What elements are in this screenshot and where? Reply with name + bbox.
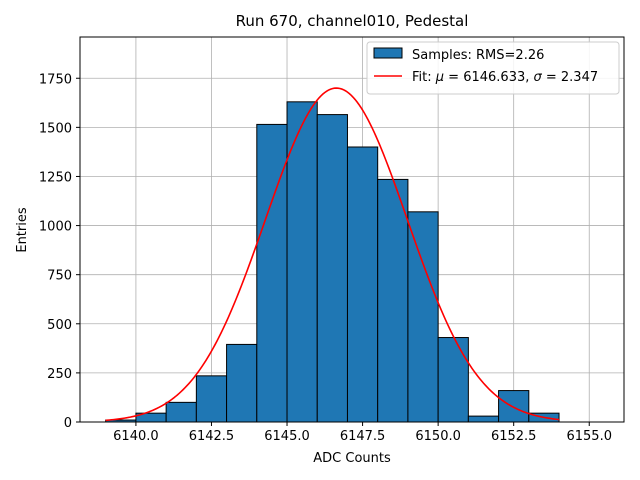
- histogram-bar-8: [346, 146, 379, 423]
- histogram-bar-2: [165, 401, 197, 423]
- y-tick-label-5: 1250: [39, 170, 72, 185]
- fit-curve: [105, 87, 560, 422]
- x-axis-label: ADC Counts: [313, 451, 391, 466]
- y-tick-label-4: 1000: [39, 220, 72, 235]
- legend-box: [366, 41, 620, 95]
- legend-fit-mu-symbol: μ: [435, 70, 444, 85]
- x-axis-ticks: 6140.0 6142.5 6145.0 6147.5 6150.0 6152.5 6155…: [113, 422, 612, 444]
- histogram-bar-12: [467, 415, 500, 423]
- legend-histogram-swatch: [373, 47, 403, 59]
- histogram-bar-5: [256, 123, 288, 423]
- legend: Samples: RMS=2.26 Fit: μ = 6146.633, σ =…: [366, 41, 620, 95]
- histogram-bar-9: [377, 178, 409, 423]
- x-tick-label-5: 6152.5: [491, 429, 537, 444]
- legend-fit-sigma-value: = 2.347: [542, 70, 598, 85]
- x-tick-label-1: 6142.5: [189, 429, 235, 444]
- y-tick-label-2: 500: [47, 318, 72, 333]
- histogram-bar-13: [498, 390, 530, 423]
- legend-fit-prefix: Fit:: [412, 70, 436, 85]
- x-tick-label-4: 6150.0: [415, 429, 461, 444]
- legend-histogram-label: Samples: RMS=2.26: [412, 48, 544, 63]
- y-axis-ticks: 0 250 500 750 1000 1250 1500 1750: [39, 72, 80, 431]
- histogram-bar-7: [316, 114, 348, 423]
- y-tick-label-3: 750: [47, 269, 72, 284]
- histogram-bar-11: [437, 337, 469, 423]
- histogram-bar-4: [226, 343, 258, 423]
- y-tick-label-6: 1500: [39, 121, 72, 136]
- legend-fit-label: Fit: μ = 6146.633, σ = 2.347: [412, 70, 598, 85]
- x-tick-label-3: 6147.5: [340, 429, 386, 444]
- chart-title: Run 670, channel010, Pedestal: [236, 12, 469, 30]
- histogram-bar-10: [407, 211, 439, 423]
- y-axis-label: Entries: [15, 207, 30, 253]
- x-tick-label-6: 6155.0: [566, 429, 612, 444]
- y-tick-label-1: 250: [47, 367, 72, 382]
- y-tick-label-7: 1750: [39, 72, 72, 87]
- legend-fit-sigma-symbol: σ: [534, 70, 543, 85]
- x-tick-label-2: 6145.0: [264, 429, 310, 444]
- legend-fit-mu-value: = 6146.633,: [444, 70, 533, 85]
- x-tick-label-0: 6140.0: [113, 429, 159, 444]
- histogram-bar-3: [195, 375, 228, 423]
- plot-frame: [79, 36, 625, 423]
- y-tick-label-0: 0: [64, 416, 72, 431]
- histogram-bars: [105, 101, 560, 423]
